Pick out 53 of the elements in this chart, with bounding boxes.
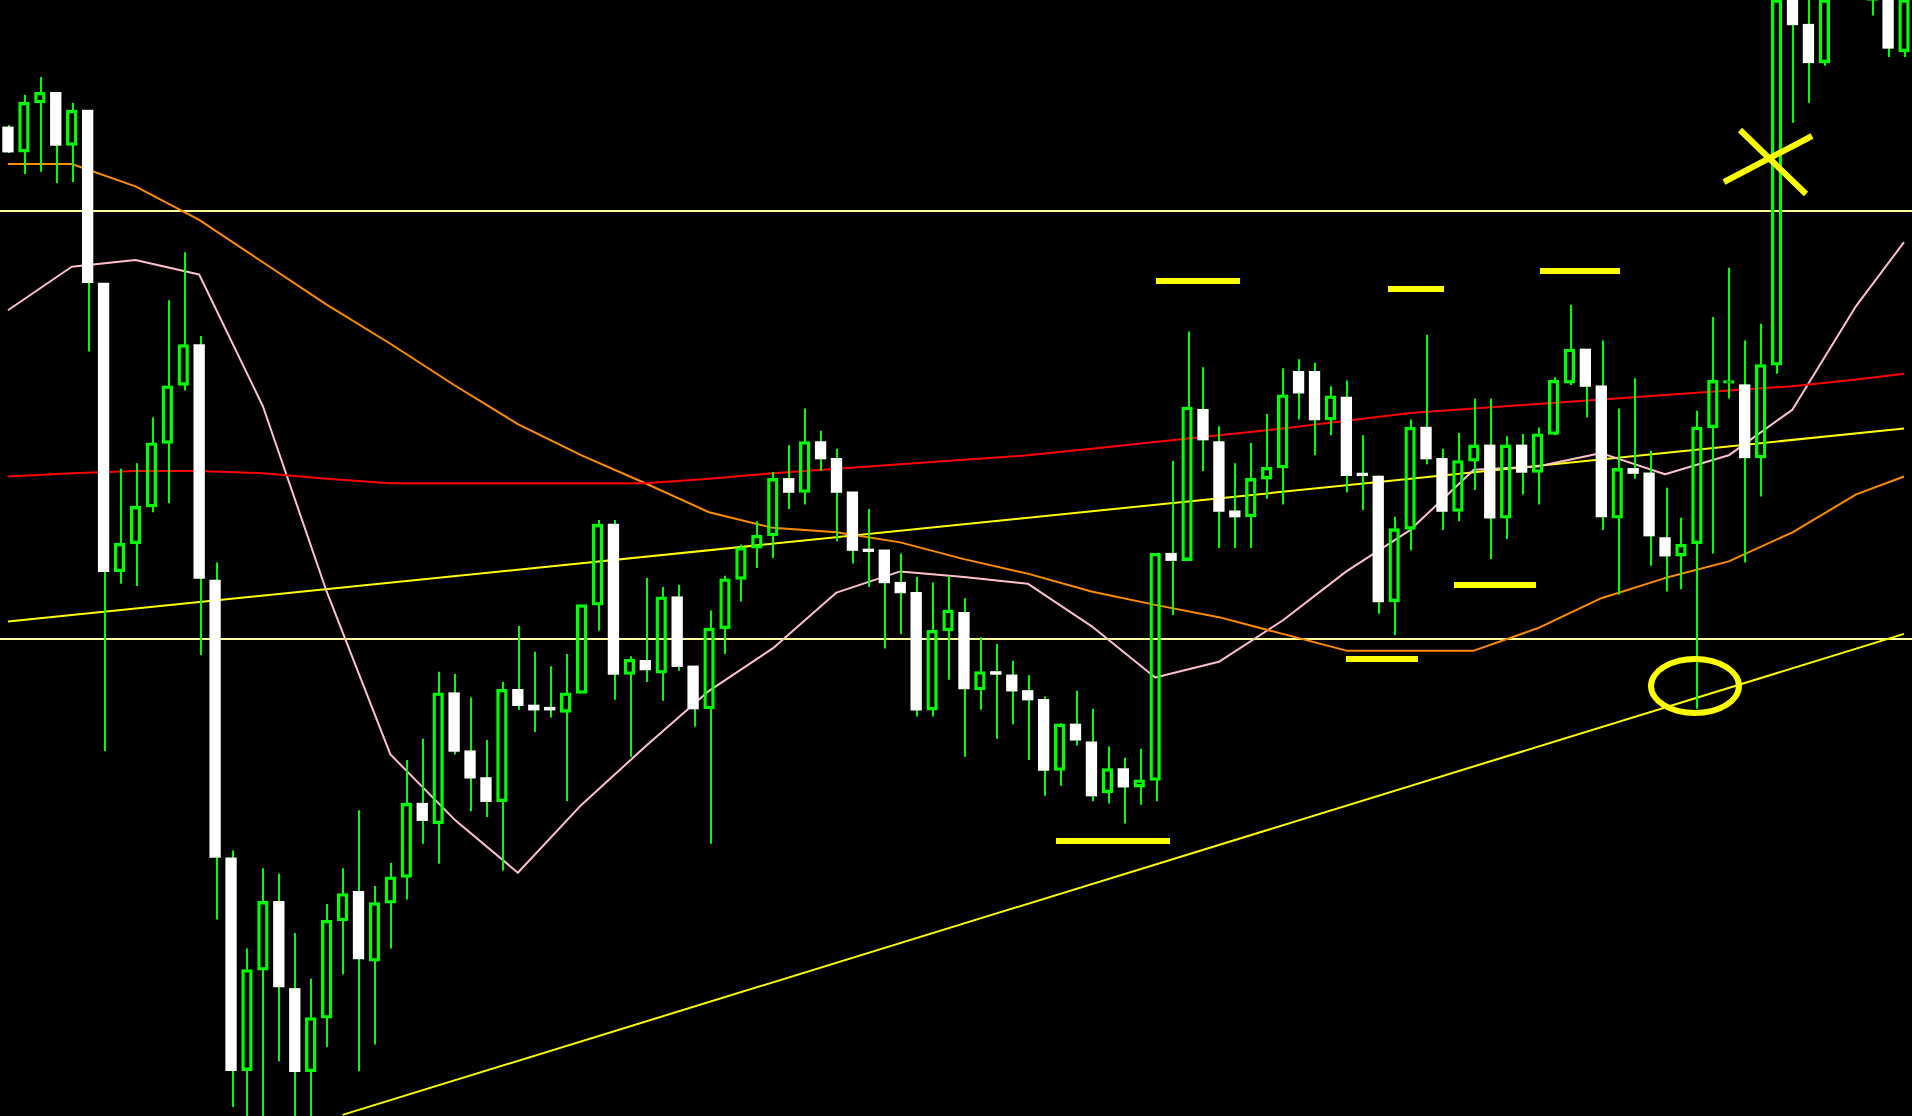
candlestick — [687, 665, 699, 728]
candlestick — [1595, 339, 1607, 532]
candlestick — [639, 577, 651, 683]
candlestick — [97, 282, 110, 753]
candlestick — [1213, 425, 1225, 549]
candlestick — [1308, 361, 1321, 457]
candlestick — [894, 552, 906, 635]
candlestick — [1436, 447, 1448, 532]
candlestick — [1197, 366, 1209, 472]
candlestick — [448, 673, 460, 756]
candlestick — [480, 738, 492, 818]
candlestick — [1515, 433, 1528, 496]
candlestick — [1229, 462, 1241, 549]
candlestick — [273, 872, 285, 1063]
candlestick — [958, 597, 970, 758]
candlestick — [1802, 0, 1815, 104]
candlestick — [878, 549, 890, 650]
candlestick — [814, 429, 827, 472]
candlestick — [512, 625, 524, 711]
candlestick — [1085, 707, 1098, 803]
candlestick — [990, 642, 1002, 740]
candlestick — [1340, 379, 1353, 494]
candlestick — [1786, 0, 1799, 124]
candlestick — [607, 519, 620, 701]
candlestick — [1006, 659, 1018, 726]
candlestick — [81, 109, 94, 353]
candlestick — [1659, 486, 1671, 593]
candlestick — [1484, 397, 1496, 561]
candlestick — [1037, 695, 1050, 797]
candlestick — [671, 583, 683, 672]
candlestick — [1292, 358, 1305, 421]
candlestick — [50, 91, 62, 185]
candlestick — [1117, 756, 1129, 825]
candlestick — [1643, 449, 1655, 567]
candlestick — [846, 491, 859, 565]
candlestick — [783, 444, 795, 510]
candlestick — [193, 334, 205, 657]
candlestick — [1165, 459, 1177, 616]
candlestick — [352, 809, 365, 1073]
candlestick — [1069, 689, 1082, 747]
candlestick — [1627, 377, 1639, 480]
candlestick — [1579, 348, 1592, 419]
candlestick — [225, 849, 237, 1109]
candlestick — [464, 696, 476, 813]
candlestick — [209, 561, 221, 921]
candlestick — [1420, 333, 1432, 466]
candlestick — [1739, 339, 1751, 564]
candlestick — [289, 931, 301, 1116]
candlestick — [416, 737, 428, 845]
candlestick — [910, 575, 922, 718]
candlestick — [1022, 674, 1034, 761]
candlestick — [1372, 475, 1384, 615]
candlestick — [830, 447, 843, 543]
